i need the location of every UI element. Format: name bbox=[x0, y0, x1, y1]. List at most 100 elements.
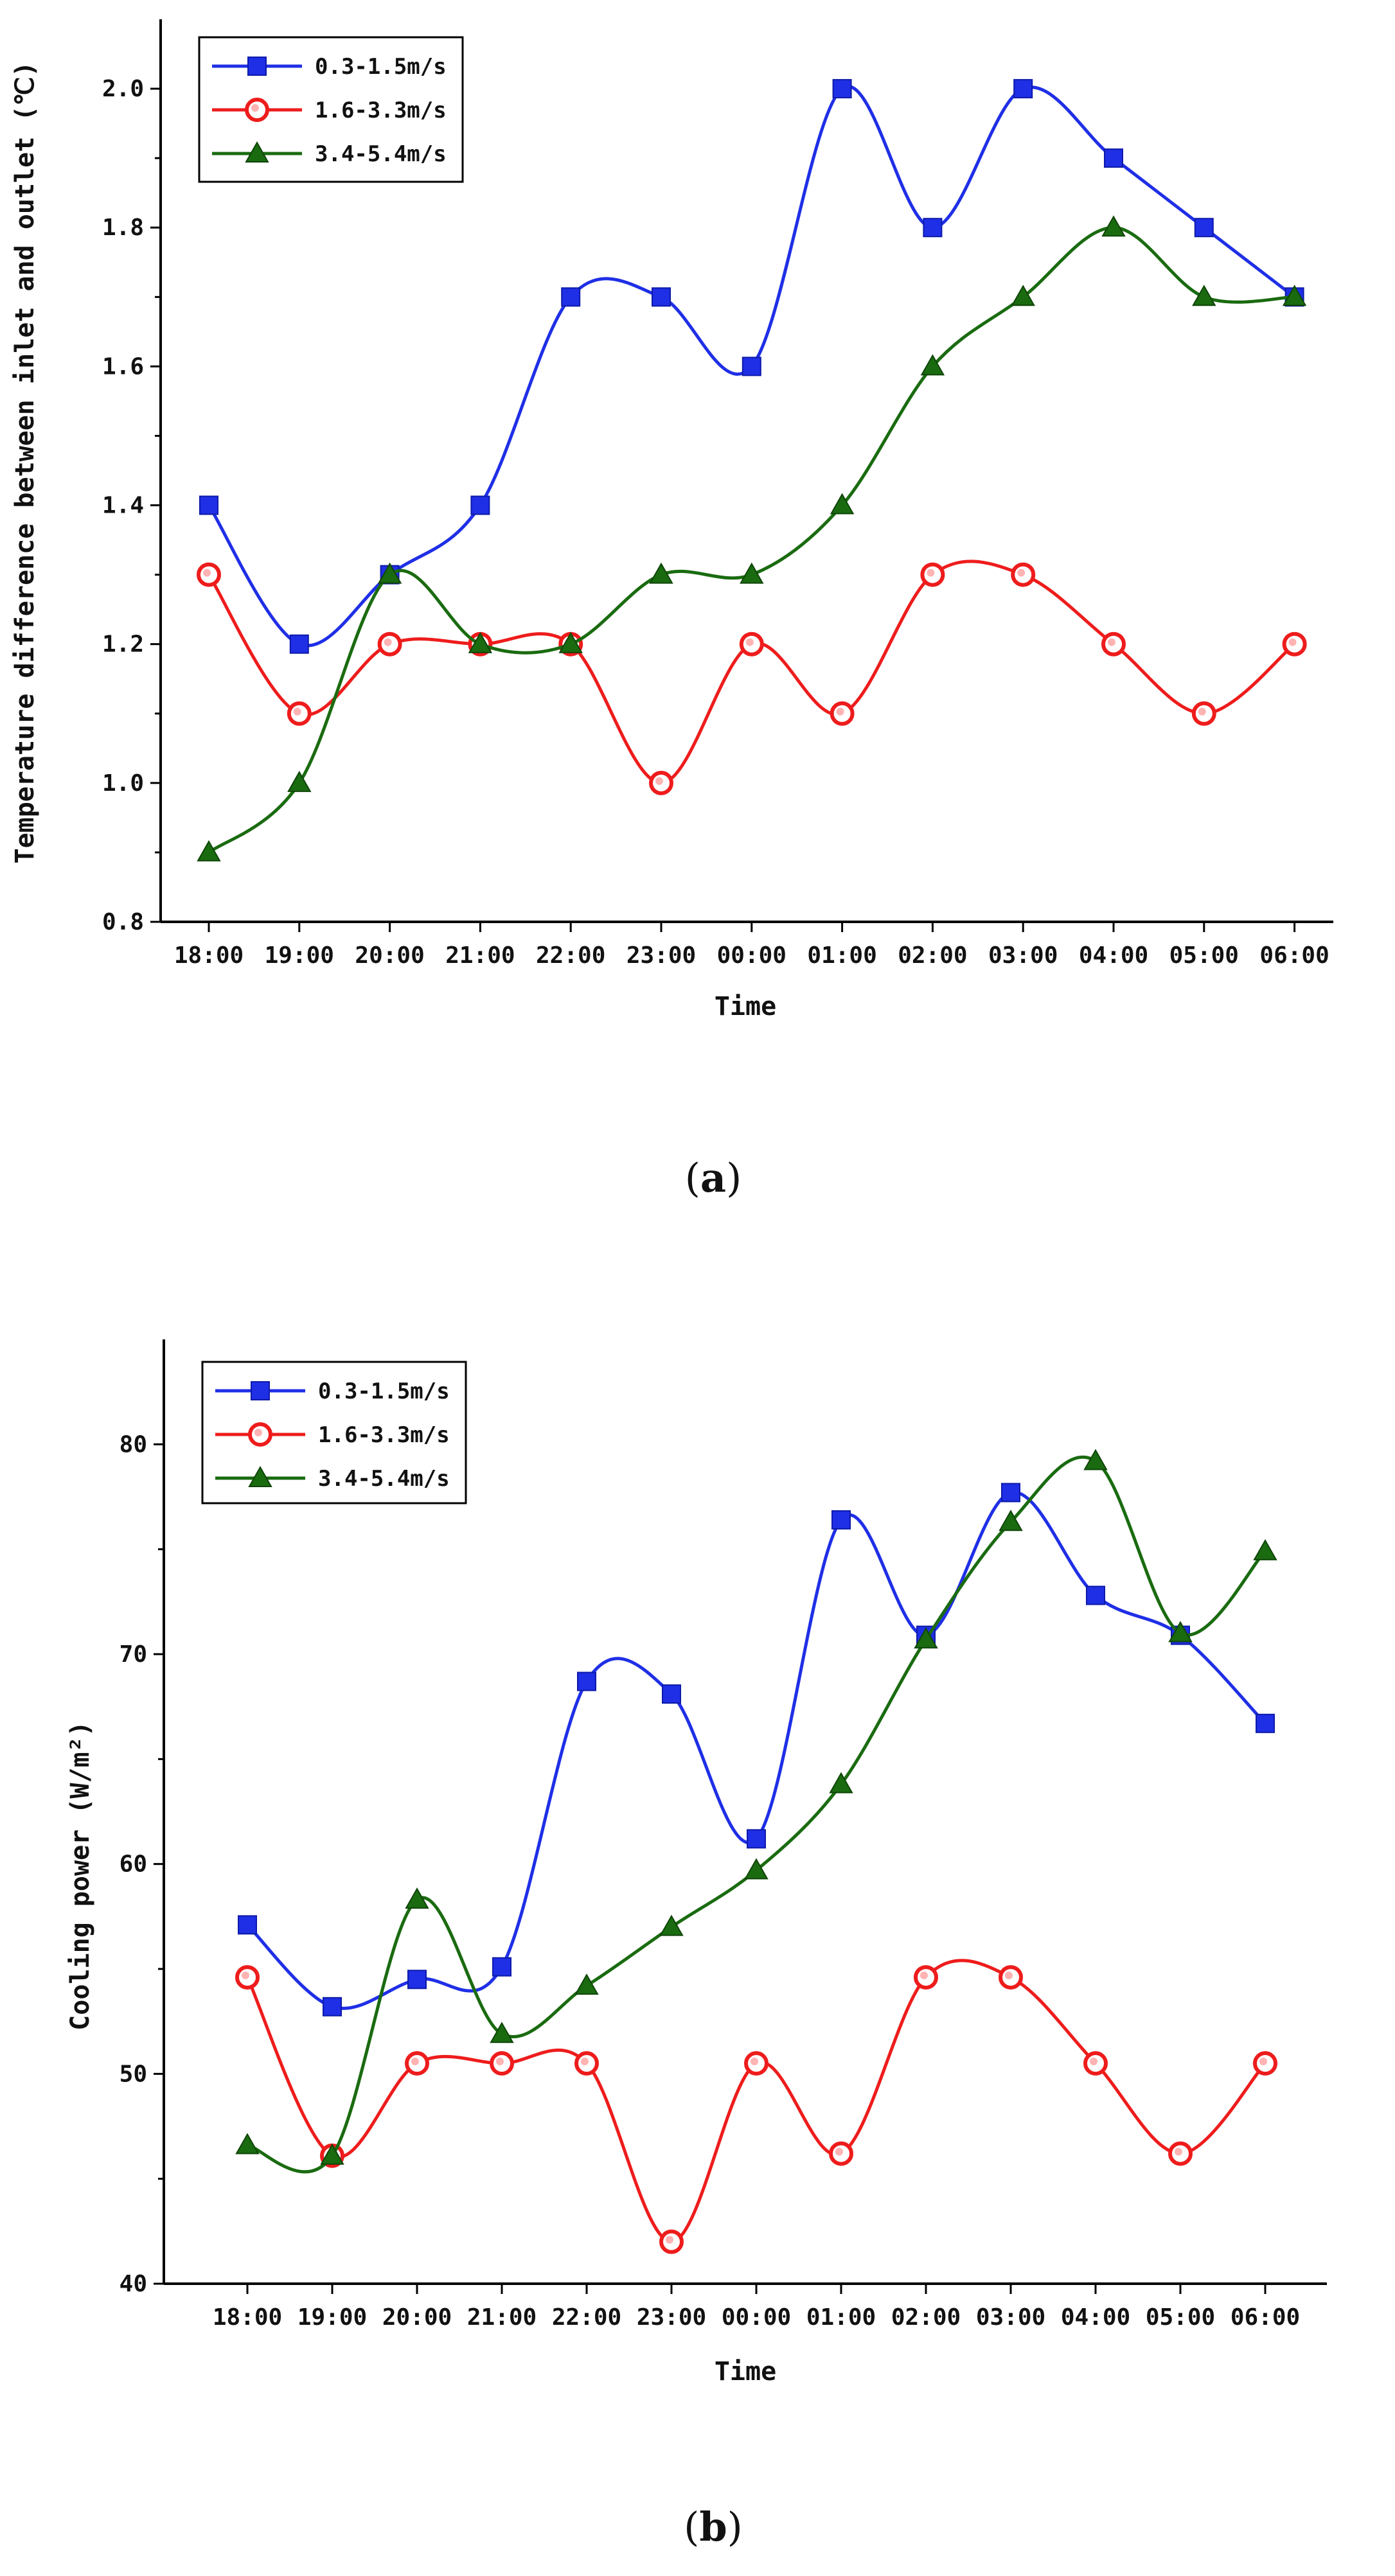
chart-a-series-0-point bbox=[470, 495, 490, 515]
chart-a-legend-label: 3.4-5.4m/s bbox=[315, 141, 447, 167]
chart-b-legend-label: 1.6-3.3m/s bbox=[318, 1422, 450, 1448]
chart-b-series-1-point-highlight bbox=[581, 2058, 589, 2065]
chart-a-xtick-label: 01:00 bbox=[807, 942, 876, 969]
chart-a-xtick-label: 22:00 bbox=[536, 942, 605, 969]
chart-a-series-1-point-highlight bbox=[293, 707, 301, 716]
chart-a-series-2-point bbox=[649, 562, 673, 584]
caption-b: (b) bbox=[684, 2503, 743, 2550]
chart-b-series-0-point bbox=[323, 1997, 342, 2016]
chart-b-series-1-point-highlight bbox=[835, 2148, 843, 2156]
chart-b-xtick-label: 05:00 bbox=[1146, 2304, 1215, 2331]
chart-a-series-2-point bbox=[740, 562, 764, 584]
chart-a-xtick-label: 18:00 bbox=[174, 942, 244, 969]
chart-a-series-0-point bbox=[1194, 218, 1214, 238]
chart-b-series-0-line bbox=[246, 1490, 1266, 2010]
chart-b-series-2-point bbox=[999, 1510, 1023, 1531]
chart-b-series-0-point bbox=[662, 1684, 681, 1704]
chart-b-x-axis-title: Time bbox=[715, 2357, 776, 2386]
chart-b-xtick-label: 22:00 bbox=[552, 2304, 621, 2331]
chart-a-series-2-line bbox=[208, 225, 1295, 854]
chart-b-series-1-point-highlight bbox=[1090, 2058, 1097, 2065]
chart-b-series-0-point bbox=[747, 1829, 766, 1849]
chart-b-xtick-label: 03:00 bbox=[976, 2304, 1045, 2331]
chart-b-xtick-label: 06:00 bbox=[1231, 2304, 1300, 2331]
chart-b-series-1-point-highlight bbox=[1005, 1972, 1013, 1980]
chart-a-series-2-point bbox=[1101, 215, 1126, 237]
chart-b-series-2 bbox=[235, 1449, 1277, 2174]
chart-a-series-2-point bbox=[468, 631, 493, 653]
chart-b-xtick-label: 20:00 bbox=[382, 2304, 452, 2331]
chart-b-ytick-label: 60 bbox=[120, 1851, 147, 1878]
chart-b-xtick-label: 04:00 bbox=[1061, 2304, 1130, 2331]
chart-b-series-1-line bbox=[245, 1959, 1266, 2244]
chart-b-series-2-point bbox=[490, 2022, 514, 2043]
chart-b-series-0-point bbox=[1086, 1585, 1105, 1605]
chart-b-legend-marker bbox=[248, 1465, 272, 1487]
chart-b-series-1-point-highlight bbox=[666, 2236, 673, 2244]
chart-b-series-0-point bbox=[1256, 1713, 1275, 1733]
chart-b-series-2-point bbox=[320, 2143, 344, 2165]
chart-b-series-1-point-highlight bbox=[920, 1972, 928, 1980]
chart-b-xtick-label: 02:00 bbox=[891, 2304, 961, 2331]
chart-a-legend: 0.3-1.5m/s 1.6-3.3m/s 3.4-5.4m/s bbox=[198, 36, 464, 183]
chart-a-series-1-point-highlight bbox=[745, 638, 754, 646]
chart-b-series-1-point-highlight bbox=[496, 2058, 504, 2065]
chart-a-series-1-point-highlight bbox=[1288, 638, 1297, 646]
chart-b-series-0 bbox=[238, 1483, 1275, 2016]
chart-b-series-2-point bbox=[914, 1627, 938, 1649]
chart-a-xtick-label: 05:00 bbox=[1169, 942, 1239, 969]
chart-a-series-1 bbox=[197, 560, 1307, 795]
chart-a-series-1-point-highlight bbox=[655, 777, 663, 785]
chart-b-series-1-point-highlight bbox=[751, 2058, 758, 2065]
chart-b-series-0-point bbox=[407, 1970, 427, 1989]
chart-a-series-2-point bbox=[1192, 285, 1216, 306]
chart-a-xtick-label: 19:00 bbox=[265, 942, 334, 969]
chart-a-series-1-point-highlight bbox=[1017, 569, 1026, 577]
chart-a-series-2 bbox=[197, 215, 1307, 861]
chart-a-xtick-label: 02:00 bbox=[898, 942, 967, 969]
chart-a-series-0-point bbox=[199, 495, 218, 515]
chart-b-series-2-point bbox=[235, 2133, 260, 2155]
chart-a-series-1-line bbox=[207, 560, 1296, 785]
chart-b-series-2-point bbox=[659, 1914, 684, 1936]
chart-a-xtick-label: 00:00 bbox=[717, 942, 786, 969]
chart-a-series-2-point bbox=[1011, 285, 1035, 306]
chart-a-series-0-point bbox=[1013, 79, 1033, 99]
chart-a-series-0-point bbox=[561, 287, 581, 307]
chart-a-x-axis-title: Time bbox=[715, 992, 776, 1021]
chart-b-legend-marker bbox=[251, 1381, 270, 1400]
chart-b-xtick-label: 18:00 bbox=[213, 2304, 282, 2331]
chart-b-xtick-label: 00:00 bbox=[722, 2304, 791, 2331]
chart-b-series-1 bbox=[235, 1959, 1277, 2254]
chart-b-series-1-point-highlight bbox=[411, 2058, 419, 2065]
chart-a-ytick-label: 1.0 bbox=[102, 770, 144, 797]
chart-a-series-1-point-highlight bbox=[836, 707, 844, 716]
chart-a-series-2-point bbox=[377, 562, 402, 584]
chart-b-ytick-label: 40 bbox=[120, 2271, 147, 2297]
chart-b-series-2-point bbox=[405, 1887, 429, 1909]
chart-a-series-0-point bbox=[289, 634, 309, 654]
chart-b-legend: 0.3-1.5m/s 1.6-3.3m/s 3.4-5.4m/s bbox=[201, 1361, 467, 1504]
chart-b-series-0-point bbox=[1001, 1483, 1020, 1503]
chart-a-series-2-point bbox=[287, 770, 312, 792]
chart-b-series-0-point bbox=[831, 1510, 851, 1530]
chart-b-xtick-label: 23:00 bbox=[637, 2304, 706, 2331]
chart-b-series-1-point-highlight bbox=[242, 1972, 249, 1980]
chart-a-series-1-point-highlight bbox=[384, 638, 392, 646]
chart-b-xtick-label: 19:00 bbox=[298, 2304, 367, 2331]
chart-b: Cooling power (W/m²) Time 40 50 60 70 80 18:0… bbox=[66, 1339, 1327, 2386]
chart-a-series-1-point-highlight bbox=[203, 569, 211, 577]
chart-a-series-2-point bbox=[197, 840, 221, 861]
chart-b-legend-label: 3.4-5.4m/s bbox=[318, 1466, 450, 1492]
chart-a-series-2-point bbox=[920, 354, 945, 376]
chart-a-xtick-label: 04:00 bbox=[1079, 942, 1148, 969]
chart-a-series-0-point bbox=[1104, 148, 1123, 168]
chart-b-series-0-point bbox=[492, 1957, 511, 1977]
chart-a-xtick-label: 06:00 bbox=[1259, 942, 1329, 969]
chart-a-series-2-point bbox=[830, 493, 855, 515]
chart-b-ytick-label: 80 bbox=[120, 1431, 147, 1458]
chart-a-legend-label: 0.3-1.5m/s bbox=[315, 54, 447, 80]
chart-b-series-2-point bbox=[829, 1772, 853, 1794]
chart-a-legend-marker-highlight bbox=[251, 104, 259, 112]
